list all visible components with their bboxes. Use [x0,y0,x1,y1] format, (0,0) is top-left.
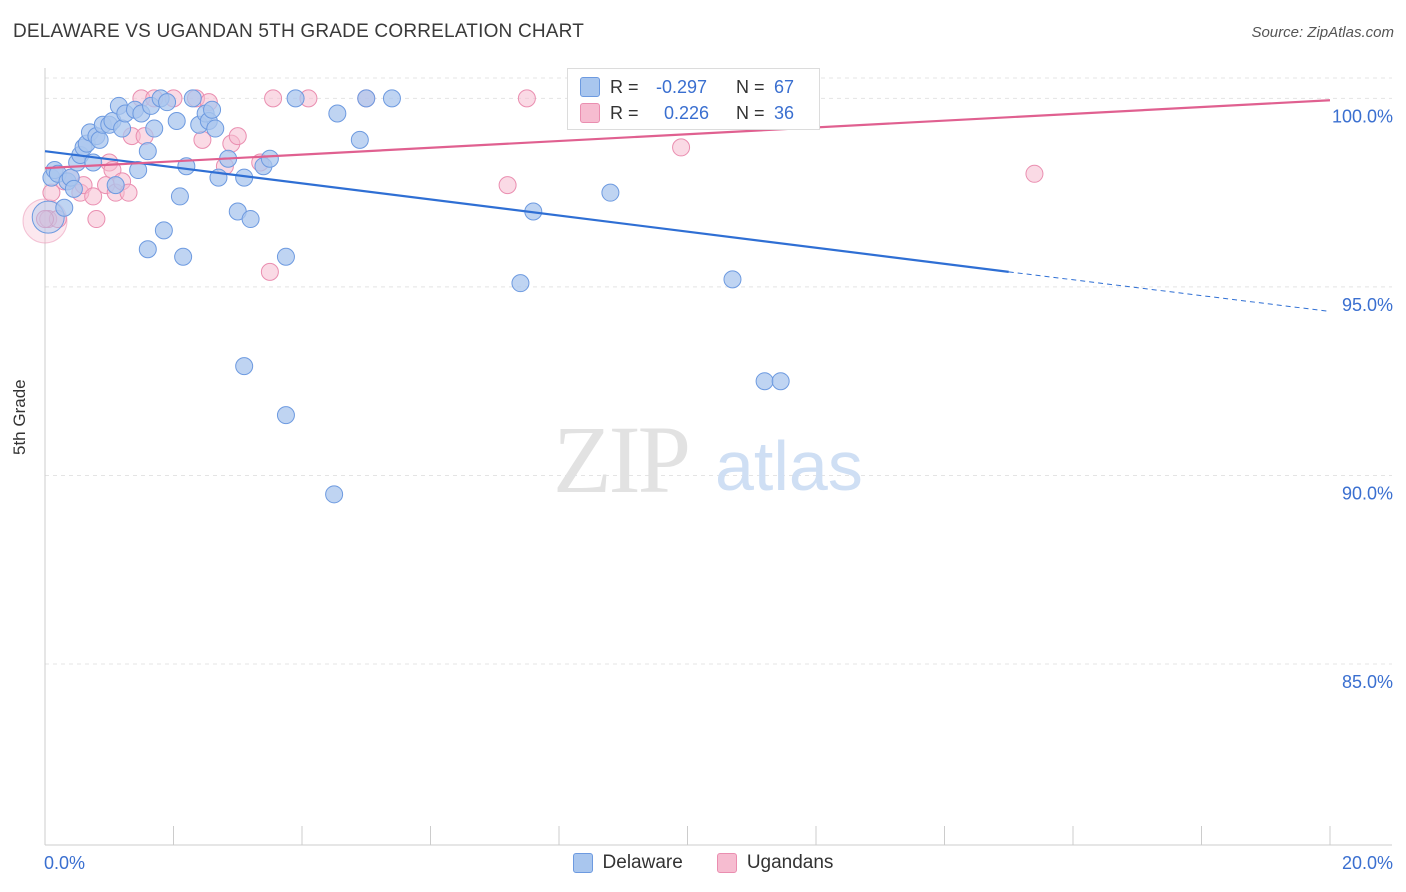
delaware-point [167,112,186,131]
delaware-point [145,119,164,138]
n-label: N = [736,102,765,123]
y-axis-label: 5th Grade [10,379,29,455]
legend-label-ugandans: Ugandans [746,852,834,873]
r-label: R = [610,76,639,97]
ugandans-point [87,210,106,229]
delaware-point [55,198,74,217]
stats-row-ugandans: R = 0.226 N = 36 [580,101,794,125]
delaware-point [511,274,530,293]
delaware-point [276,406,295,425]
ugandans-trend-line [44,99,1331,170]
x-tick-label: 0.0% [44,853,85,873]
ugandans-point [260,262,279,281]
n-value: 36 [774,102,795,123]
delaware-point [235,357,254,376]
delaware-point [286,89,305,108]
y-tick-label: 95.0% [1342,295,1393,315]
r-value: -0.297 [656,76,708,97]
ugandans-point [264,89,283,108]
delaware-point [203,100,222,119]
stats-row-delaware: R = -0.297 N = 67 [580,75,794,99]
y-tick-label: 100.0% [1332,106,1393,126]
delaware-point [106,176,125,195]
legend-item-delaware[interactable]: Delaware [572,852,683,874]
n-label: N = [736,76,765,97]
ugandans-point [228,127,247,146]
r-label: R = [610,102,639,123]
delaware-point [325,485,344,504]
tick-labels: 100.0% 95.0% 90.0% 85.0% 0.0% 20.0% [44,106,1393,873]
ugandans-point [498,176,517,195]
delaware-point [138,240,157,259]
legend-item-ugandans[interactable]: Ugandans [716,852,834,874]
delaware-trend-extension [1008,271,1331,312]
source-credit: Source: ZipAtlas.com [1251,24,1394,41]
delaware-point [771,372,790,391]
delaware-legend-swatch [572,853,593,873]
delaware-point [350,130,369,149]
delaware-point [206,119,225,138]
trend-lines [44,99,1331,312]
r-value: 0.226 [664,102,710,123]
delaware-point [170,187,189,206]
delaware-trend-line [44,150,1009,273]
delaware-point [174,247,193,266]
delaware-point [723,270,742,289]
n-value: 67 [774,76,795,97]
delaware-points [31,89,790,504]
ugandans-swatch [580,103,600,123]
ugandans-point [517,89,536,108]
ugandans-point [84,187,103,206]
delaware-point [129,161,148,180]
ugandans-point [672,138,691,157]
delaware-point [90,130,109,149]
delaware-point [260,149,279,168]
delaware-point [601,183,620,202]
delaware-point [64,179,83,198]
delaware-point [241,210,260,229]
delaware-point [382,89,401,108]
delaware-point [154,221,173,240]
ugandans-legend-swatch [716,853,737,873]
legend-label-delaware: Delaware [602,852,683,873]
ugandans-point [36,210,54,229]
stats-legend: R = -0.297 N = 67 R = 0.226 N = 36 [567,68,820,130]
watermark: ZIP atlas [553,406,863,513]
y-tick-label: 85.0% [1342,672,1393,692]
delaware-swatch [580,77,600,97]
delaware-point [158,93,177,112]
watermark-atlas: atlas [715,427,863,505]
series-legend: Delaware Ugandans [0,852,1406,874]
delaware-point [276,247,295,266]
delaware-point [138,142,157,161]
delaware-point [357,89,376,108]
chart-title: DELAWARE VS UGANDAN 5TH GRADE CORRELATIO… [13,21,585,42]
watermark-zip: ZIP [553,406,688,513]
x-tick-label: 20.0% [1342,853,1393,873]
delaware-point [183,89,202,108]
ugandans-point [1025,164,1044,183]
delaware-point [328,104,347,123]
delaware-point [755,372,774,391]
y-tick-label: 90.0% [1342,483,1393,503]
delaware-point [113,119,132,138]
